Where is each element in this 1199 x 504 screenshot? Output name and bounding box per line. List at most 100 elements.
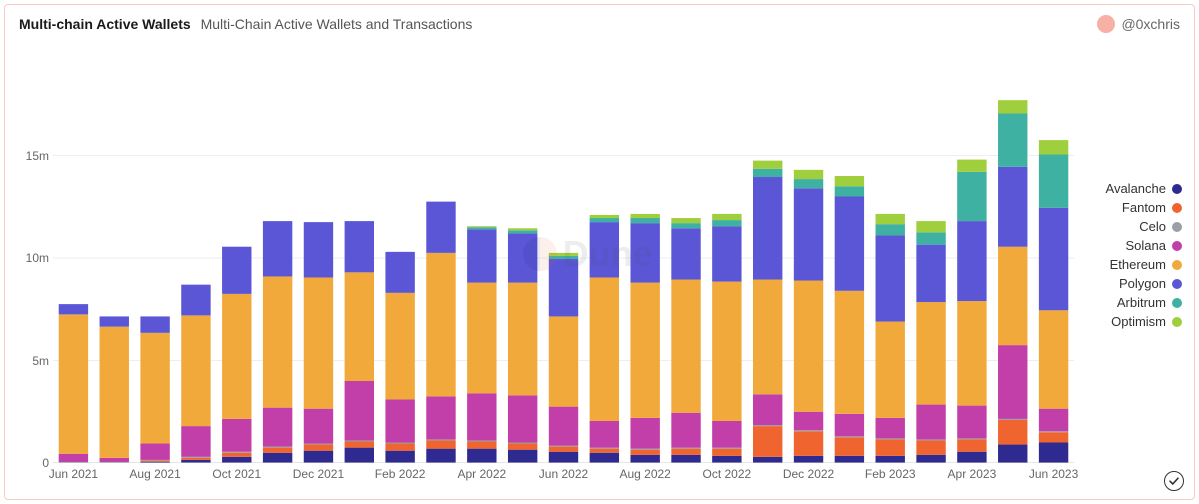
- bar-segment[interactable]: [1039, 140, 1068, 154]
- bar-segment[interactable]: [549, 447, 578, 452]
- bar-segment[interactable]: [753, 425, 782, 426]
- bar-segment[interactable]: [467, 227, 496, 229]
- bar-segment[interactable]: [426, 449, 455, 463]
- bar-segment[interactable]: [467, 393, 496, 440]
- bar-segment[interactable]: [508, 450, 537, 463]
- bar-segment[interactable]: [794, 281, 823, 412]
- bar-segment[interactable]: [100, 316, 129, 326]
- bar-segment[interactable]: [385, 444, 414, 451]
- bar-segment[interactable]: [426, 253, 455, 397]
- bar-segment[interactable]: [835, 456, 864, 463]
- bar-segment[interactable]: [181, 315, 210, 426]
- bar-segment[interactable]: [794, 430, 823, 431]
- bar-segment[interactable]: [140, 461, 169, 462]
- bar-segment[interactable]: [957, 438, 986, 439]
- bar-segment[interactable]: [140, 444, 169, 460]
- bar-segment[interactable]: [1039, 431, 1068, 432]
- bar-segment[interactable]: [1039, 310, 1068, 408]
- bar-segment[interactable]: [671, 228, 700, 279]
- bar-segment[interactable]: [712, 449, 741, 456]
- bar-segment[interactable]: [508, 395, 537, 442]
- bar-segment[interactable]: [181, 285, 210, 316]
- bar-segment[interactable]: [712, 282, 741, 421]
- bar-segment[interactable]: [794, 170, 823, 179]
- bar-segment[interactable]: [59, 454, 88, 462]
- bar-segment[interactable]: [835, 436, 864, 437]
- bar-segment[interactable]: [304, 222, 333, 277]
- bar-segment[interactable]: [385, 252, 414, 293]
- bar-segment[interactable]: [712, 456, 741, 463]
- bar-segment[interactable]: [998, 247, 1027, 345]
- bar-segment[interactable]: [549, 452, 578, 463]
- legend-item[interactable]: Optimism: [1082, 314, 1182, 329]
- bar-segment[interactable]: [222, 419, 251, 452]
- bar-segment[interactable]: [345, 381, 374, 440]
- bar-segment[interactable]: [304, 444, 333, 445]
- bar-segment[interactable]: [916, 440, 945, 454]
- bar-segment[interactable]: [467, 229, 496, 282]
- bar-segment[interactable]: [794, 412, 823, 430]
- bar-segment[interactable]: [835, 186, 864, 196]
- bar-segment[interactable]: [345, 441, 374, 447]
- bar-segment[interactable]: [794, 179, 823, 188]
- bar-segment[interactable]: [263, 448, 292, 453]
- bar-segment[interactable]: [59, 304, 88, 314]
- bar-segment[interactable]: [753, 161, 782, 169]
- bar-segment[interactable]: [181, 457, 210, 458]
- bar-segment[interactable]: [590, 215, 619, 218]
- bar-segment[interactable]: [508, 444, 537, 450]
- bar-segment[interactable]: [590, 277, 619, 421]
- bar-segment[interactable]: [59, 314, 88, 453]
- bar-segment[interactable]: [671, 218, 700, 223]
- bar-segment[interactable]: [712, 448, 741, 449]
- bar-segment[interactable]: [1039, 208, 1068, 311]
- bar-segment[interactable]: [916, 232, 945, 244]
- legend-item[interactable]: Fantom: [1082, 200, 1182, 215]
- bar-segment[interactable]: [835, 197, 864, 291]
- bar-segment[interactable]: [630, 218, 659, 223]
- bar-segment[interactable]: [712, 421, 741, 448]
- bar-segment[interactable]: [426, 202, 455, 253]
- bar-segment[interactable]: [753, 280, 782, 395]
- bar-segment[interactable]: [345, 221, 374, 272]
- bar-segment[interactable]: [590, 448, 619, 449]
- bar-segment[interactable]: [671, 413, 700, 448]
- legend-item[interactable]: Arbitrum: [1082, 295, 1182, 310]
- bar-segment[interactable]: [630, 450, 659, 455]
- bar-segment[interactable]: [549, 446, 578, 447]
- bar-segment[interactable]: [630, 283, 659, 418]
- bar-segment[interactable]: [630, 223, 659, 282]
- plot-area[interactable]: 05m10m15m Jun 2021Aug 2021Oct 2021Dec 20…: [53, 53, 1074, 463]
- legend-item[interactable]: Solana: [1082, 238, 1182, 253]
- bar-segment[interactable]: [222, 294, 251, 419]
- bar-segment[interactable]: [263, 408, 292, 447]
- bar-segment[interactable]: [549, 316, 578, 406]
- bar-segment[interactable]: [385, 451, 414, 463]
- bar-segment[interactable]: [998, 445, 1027, 463]
- bar-segment[interactable]: [630, 449, 659, 450]
- bar-segment[interactable]: [508, 230, 537, 233]
- bar-segment[interactable]: [957, 221, 986, 301]
- author-link[interactable]: @0xchris: [1097, 15, 1180, 33]
- bar-segment[interactable]: [794, 456, 823, 463]
- bar-segment[interactable]: [876, 438, 905, 439]
- bar-segment[interactable]: [835, 176, 864, 186]
- bar-segment[interactable]: [835, 414, 864, 437]
- bar-segment[interactable]: [876, 418, 905, 439]
- bar-segment[interactable]: [916, 405, 945, 440]
- bar-segment[interactable]: [549, 407, 578, 446]
- bar-segment[interactable]: [426, 440, 455, 448]
- bar-segment[interactable]: [140, 316, 169, 332]
- bar-segment[interactable]: [304, 277, 333, 408]
- legend-item[interactable]: Avalanche: [1082, 181, 1182, 196]
- bar-segment[interactable]: [916, 245, 945, 302]
- bar-segment[interactable]: [304, 409, 333, 444]
- bar-segment[interactable]: [712, 220, 741, 226]
- bar-segment[interactable]: [998, 419, 1027, 420]
- bar-segment[interactable]: [1039, 443, 1068, 464]
- bar-segment[interactable]: [630, 418, 659, 449]
- bar-segment[interactable]: [222, 453, 251, 457]
- bar-segment[interactable]: [794, 431, 823, 456]
- bar-segment[interactable]: [998, 345, 1027, 419]
- bar-segment[interactable]: [957, 172, 986, 221]
